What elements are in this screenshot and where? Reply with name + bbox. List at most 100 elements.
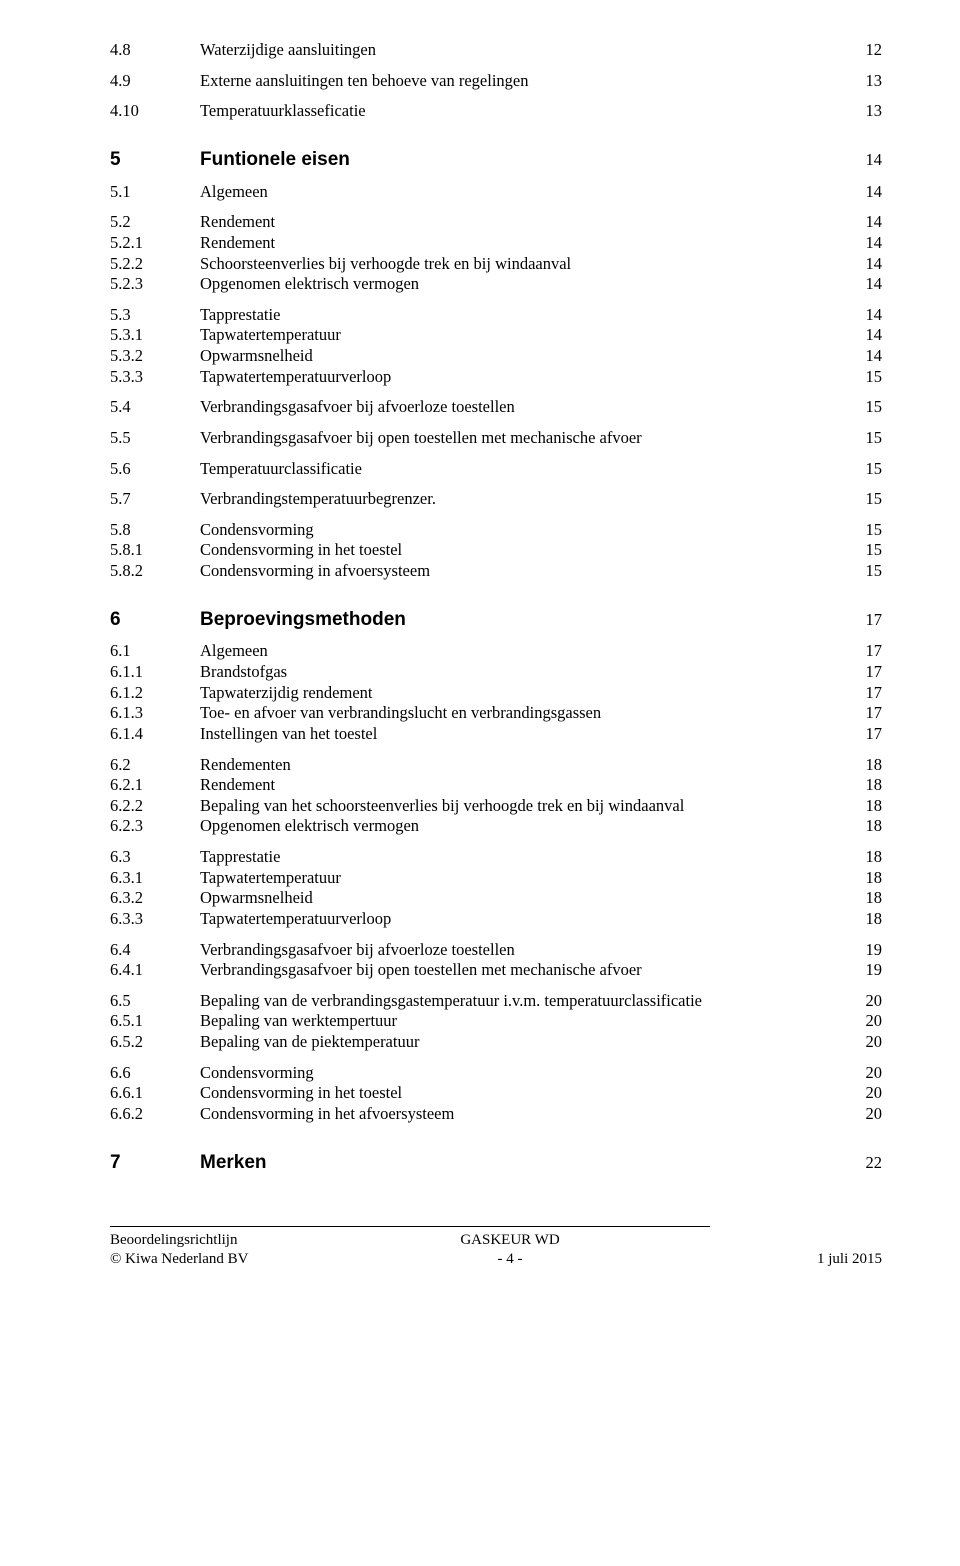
toc-gap xyxy=(110,172,882,182)
toc-label: Tapwatertemperatuur xyxy=(200,325,846,346)
toc-label: Condensvorming in het afvoersysteem xyxy=(200,1104,846,1125)
toc-label: Bepaling van de verbrandingsgastemperatu… xyxy=(200,991,846,1012)
toc-page-number: 14 xyxy=(846,346,882,367)
toc-label: Opwarmsnelheid xyxy=(200,346,846,367)
toc-number: 6.3 xyxy=(110,847,200,868)
toc-page-number: 14 xyxy=(846,150,882,171)
toc-label: Algemeen xyxy=(200,182,846,203)
table-of-contents: 4.8Waterzijdige aansluitingen124.9Extern… xyxy=(110,40,882,1174)
toc-entry: 5.8.1Condensvorming in het toestel15 xyxy=(110,540,882,561)
toc-number: 5.5 xyxy=(110,428,200,449)
toc-label: Condensvorming xyxy=(200,1063,846,1084)
toc-gap xyxy=(110,1125,882,1151)
toc-page-number: 17 xyxy=(846,641,882,662)
toc-page-number: 14 xyxy=(846,182,882,203)
toc-page-number: 18 xyxy=(846,868,882,889)
toc-page-number: 14 xyxy=(846,233,882,254)
toc-gap xyxy=(110,981,882,991)
toc-gap xyxy=(110,387,882,397)
toc-page-number: 14 xyxy=(846,212,882,233)
toc-page-number: 17 xyxy=(846,610,882,631)
toc-gap xyxy=(110,510,882,520)
toc-entry: 6.6Condensvorming20 xyxy=(110,1063,882,1084)
toc-entry: 5.2Rendement14 xyxy=(110,212,882,233)
toc-label: Verbrandingsgasafvoer bij afvoerloze toe… xyxy=(200,940,846,961)
toc-label: Funtionele eisen xyxy=(200,148,846,172)
toc-page-number: 18 xyxy=(846,755,882,776)
footer-center-1: GASKEUR WD xyxy=(410,1231,610,1250)
toc-label: Rendement xyxy=(200,233,846,254)
toc-page-number: 20 xyxy=(846,1063,882,1084)
toc-page-number: 17 xyxy=(846,703,882,724)
toc-number: 6.6.1 xyxy=(110,1083,200,1104)
toc-page-number: 18 xyxy=(846,796,882,817)
footer-right-2: 1 juli 2015 xyxy=(610,1250,882,1269)
toc-section-heading: 5Funtionele eisen14 xyxy=(110,148,882,172)
toc-number: 6.3.2 xyxy=(110,888,200,909)
toc-label: Rendement xyxy=(200,212,846,233)
toc-number: 6.3.1 xyxy=(110,868,200,889)
toc-number: 6.1.2 xyxy=(110,683,200,704)
toc-entry: 6.2.1Rendement18 xyxy=(110,775,882,796)
toc-number: 4.10 xyxy=(110,101,200,122)
toc-page-number: 15 xyxy=(846,459,882,480)
toc-number: 5.1 xyxy=(110,182,200,203)
toc-number: 6.5.1 xyxy=(110,1011,200,1032)
toc-page-number: 20 xyxy=(846,1011,882,1032)
toc-entry: 6.3.3Tapwatertemperatuurverloop18 xyxy=(110,909,882,930)
toc-entry: 5.5Verbrandingsgasafvoer bij open toeste… xyxy=(110,428,882,449)
toc-section-heading: 6Beproevingsmethoden17 xyxy=(110,608,882,632)
toc-number: 5.3.1 xyxy=(110,325,200,346)
toc-gap xyxy=(110,745,882,755)
toc-number: 5.2.1 xyxy=(110,233,200,254)
toc-number: 5.8.1 xyxy=(110,540,200,561)
page-footer: Beoordelingsrichtlijn GASKEUR WD © Kiwa … xyxy=(110,1226,882,1269)
toc-entry: 5.3Tapprestatie14 xyxy=(110,305,882,326)
toc-entry: 6.1Algemeen17 xyxy=(110,641,882,662)
toc-number: 6.4 xyxy=(110,940,200,961)
toc-label: Brandstofgas xyxy=(200,662,846,683)
toc-page-number: 15 xyxy=(846,367,882,388)
toc-entry: 6.1.1Brandstofgas17 xyxy=(110,662,882,683)
toc-number: 6.6 xyxy=(110,1063,200,1084)
toc-page-number: 20 xyxy=(846,1032,882,1053)
toc-section-heading: 7Merken22 xyxy=(110,1151,882,1175)
toc-label: Tapwaterzijdig rendement xyxy=(200,683,846,704)
toc-entry: 6.2Rendementen18 xyxy=(110,755,882,776)
toc-number: 5.8.2 xyxy=(110,561,200,582)
toc-entry: 6.1.2Tapwaterzijdig rendement17 xyxy=(110,683,882,704)
toc-label: Bepaling van werktempertuur xyxy=(200,1011,846,1032)
toc-label: Instellingen van het toestel xyxy=(200,724,846,745)
toc-page-number: 18 xyxy=(846,888,882,909)
toc-page-number: 14 xyxy=(846,325,882,346)
toc-label: Rendement xyxy=(200,775,846,796)
toc-entry: 6.6.2Condensvorming in het afvoersysteem… xyxy=(110,1104,882,1125)
toc-label: Opwarmsnelheid xyxy=(200,888,846,909)
footer-row-1: Beoordelingsrichtlijn GASKEUR WD xyxy=(110,1231,882,1250)
toc-label: Verbrandingsgasafvoer bij open toestelle… xyxy=(200,960,846,981)
toc-gap xyxy=(110,61,882,71)
toc-label: Merken xyxy=(200,1151,846,1175)
toc-label: Verbrandingsgasafvoer bij afvoerloze toe… xyxy=(200,397,846,418)
toc-number: 4.8 xyxy=(110,40,200,61)
toc-page-number: 15 xyxy=(846,540,882,561)
toc-label: Tapprestatie xyxy=(200,305,846,326)
toc-page-number: 15 xyxy=(846,428,882,449)
toc-gap xyxy=(110,91,882,101)
toc-page-number: 13 xyxy=(846,71,882,92)
toc-gap xyxy=(110,202,882,212)
toc-entry: 5.6Temperatuurclassificatie15 xyxy=(110,459,882,480)
toc-entry: 6.6.1Condensvorming in het toestel20 xyxy=(110,1083,882,1104)
toc-entry: 6.1.3Toe- en afvoer van verbrandingsluch… xyxy=(110,703,882,724)
toc-number: 5.6 xyxy=(110,459,200,480)
toc-label: Waterzijdige aansluitingen xyxy=(200,40,846,61)
footer-row-2: © Kiwa Nederland BV - 4 - 1 juli 2015 xyxy=(110,1250,882,1269)
toc-entry: 6.2.3Opgenomen elektrisch vermogen18 xyxy=(110,816,882,837)
toc-number: 6.5 xyxy=(110,991,200,1012)
toc-page-number: 14 xyxy=(846,274,882,295)
toc-label: Condensvorming xyxy=(200,520,846,541)
toc-number: 6.1 xyxy=(110,641,200,662)
toc-page-number: 22 xyxy=(846,1153,882,1174)
toc-entry: 4.8Waterzijdige aansluitingen12 xyxy=(110,40,882,61)
toc-page-number: 14 xyxy=(846,305,882,326)
